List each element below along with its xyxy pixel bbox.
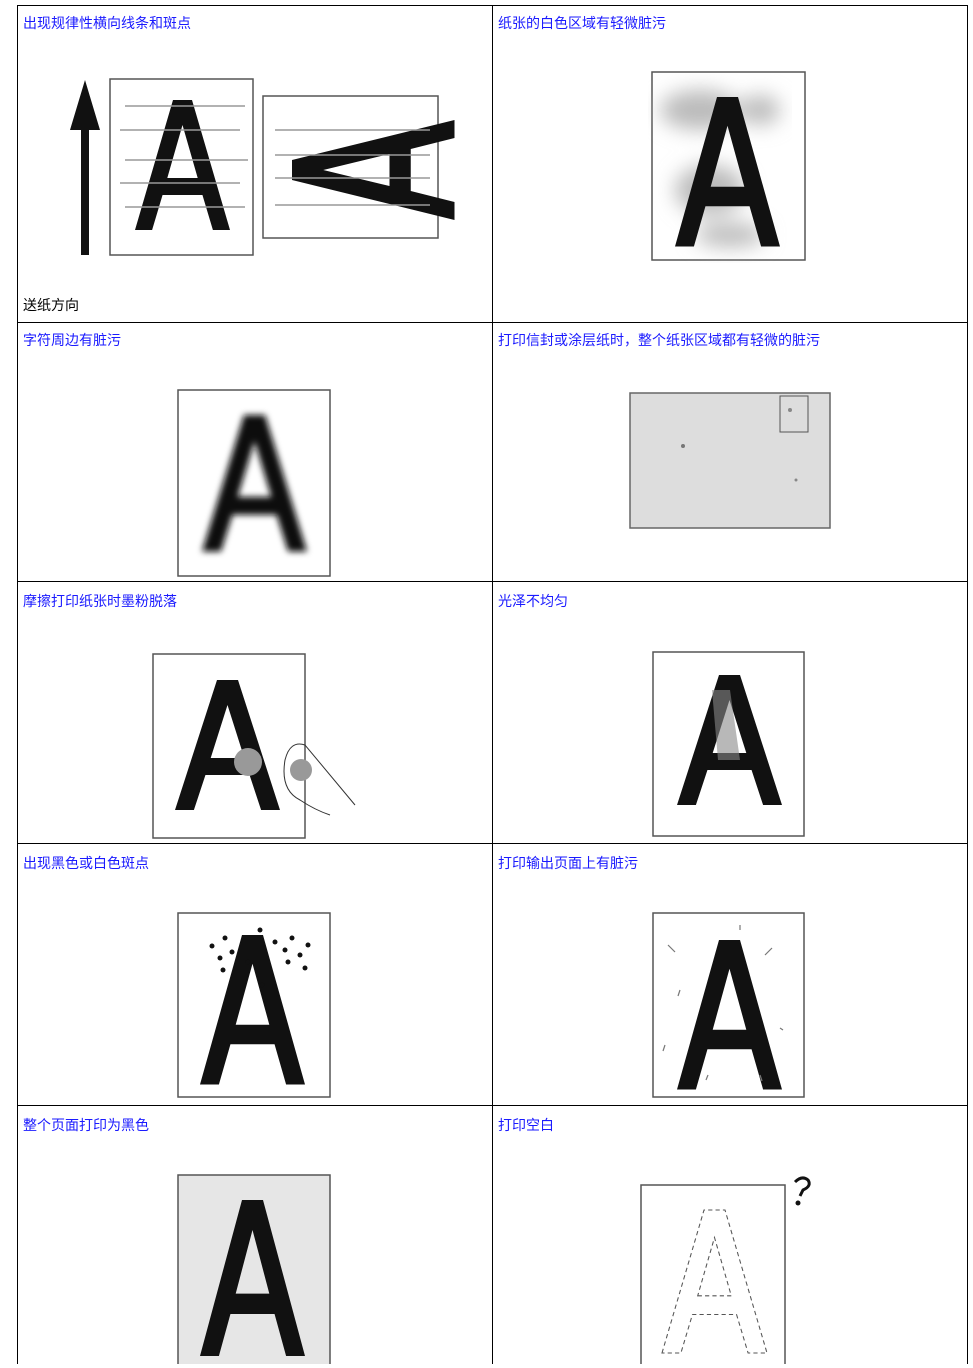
table-grid — [17, 5, 968, 1368]
illustration-background-dirt — [651, 71, 806, 261]
illustration-black-page — [177, 1174, 331, 1366]
illustration-gloss — [652, 651, 805, 837]
issue-link[interactable]: 打印空白 — [498, 1117, 554, 1134]
illustration-envelope — [629, 392, 831, 529]
issue-link[interactable]: 整个页面打印为黑色 — [23, 1117, 149, 1134]
caption: 送纸方向 — [23, 298, 79, 314]
issue-link[interactable]: 出现规律性横向线条和斑点 — [23, 15, 191, 32]
issue-link[interactable]: 光泽不均匀 — [498, 594, 568, 610]
illustration-smudges — [652, 912, 805, 1098]
illustration-rub — [152, 653, 356, 839]
issue-link[interactable]: 出现黑色或白色斑点 — [23, 855, 149, 872]
issue-link[interactable]: 摩擦打印纸张时墨粉脱落 — [23, 593, 177, 610]
illustration-blur — [177, 389, 331, 577]
illustration-spots — [177, 912, 331, 1098]
illustration-lines — [70, 78, 455, 256]
issue-link[interactable]: 打印输出页面上有脏污 — [498, 855, 638, 872]
issue-link[interactable]: 字符周边有脏污 — [23, 333, 121, 349]
issue-link[interactable]: 纸张的白色区域有轻微脏污 — [498, 15, 666, 32]
issue-link[interactable]: 打印信封或涂层纸时，整个纸张区域都有轻微的脏污 — [498, 332, 820, 349]
illustration-blank — [640, 1176, 811, 1366]
